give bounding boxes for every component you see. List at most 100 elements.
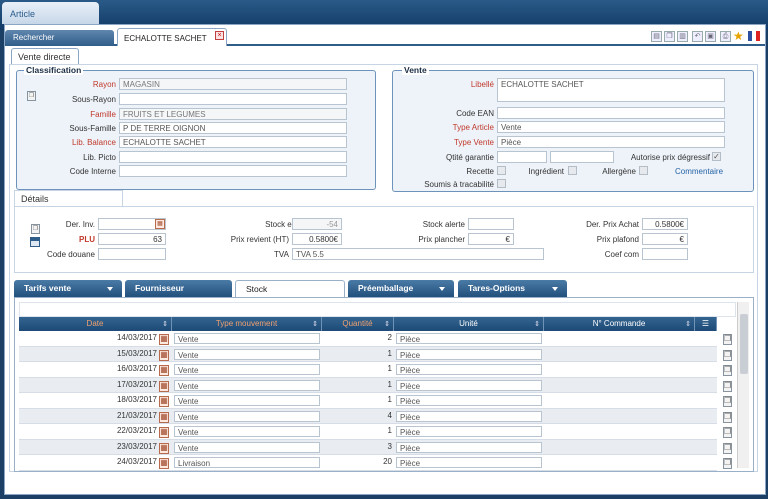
tab-stock[interactable]: Stock — [235, 280, 345, 297]
tab-details[interactable]: Détails — [14, 190, 123, 207]
row-type[interactable]: Vente — [174, 410, 320, 422]
type-article-field[interactable]: Vente — [497, 121, 725, 133]
tab-tares-options[interactable]: Tares-Options — [458, 280, 567, 297]
tab-search[interactable]: Rechercher — [5, 30, 114, 46]
row-type[interactable]: Vente — [174, 348, 320, 360]
sort-icon[interactable]: ⇕ — [312, 321, 318, 328]
libelle-field[interactable]: ECHALOTTE SACHET — [497, 78, 725, 102]
tab-tarifs-vente[interactable]: Tarifs vente — [14, 280, 122, 297]
calendar-icon[interactable]: ▦ — [159, 380, 169, 392]
row-unite[interactable]: Pièce — [396, 379, 542, 391]
prix-plancher-field[interactable]: € — [468, 233, 514, 245]
close-icon[interactable]: × — [215, 31, 224, 40]
row-unite[interactable]: Pièce — [396, 333, 542, 344]
row-type[interactable]: Vente — [174, 395, 320, 406]
lib-picto-field[interactable] — [119, 151, 347, 163]
sort-icon[interactable]: ⇕ — [162, 321, 168, 328]
col-header-quantite[interactable]: Quantité ⇕ — [322, 317, 394, 331]
table-row[interactable]: 24/03/2017 ▦ Livraison 20 Pièce ❐ — [19, 455, 732, 471]
print-icon[interactable]: ⎙ — [720, 31, 731, 42]
calendar-icon[interactable]: ▦ — [159, 334, 169, 345]
sort-icon[interactable]: ⇕ — [384, 321, 390, 328]
row-unite[interactable]: Pièce — [396, 364, 542, 375]
tab-preemballage[interactable]: Préemballage — [348, 280, 454, 297]
row-unite[interactable]: Pièce — [396, 441, 542, 453]
type-vente-field[interactable]: Pièce — [497, 136, 725, 148]
der-inv-field[interactable] — [98, 218, 166, 230]
row-type[interactable]: Vente — [174, 426, 320, 437]
allergene-checkbox[interactable] — [639, 166, 648, 175]
row-type[interactable]: Livraison — [174, 457, 320, 468]
col-header-unite[interactable]: Unité ⇕ — [394, 317, 544, 331]
copy-icon[interactable]: ❐ — [723, 365, 732, 376]
prix-plafond-field[interactable]: € — [642, 233, 688, 245]
copy-icon[interactable]: ❐ — [723, 427, 732, 438]
save-icon[interactable]: ▣ — [705, 31, 716, 42]
row-type[interactable]: Vente — [174, 441, 320, 453]
undo-icon[interactable]: ↶ — [692, 31, 703, 42]
copy-icon[interactable]: ❐ — [723, 380, 732, 392]
rayon-field[interactable]: MAGASIN — [119, 78, 347, 90]
sous-rayon-field[interactable] — [119, 93, 347, 105]
calculator-icon[interactable] — [30, 237, 40, 247]
copy-icon[interactable]: ❐ — [723, 458, 732, 469]
ingredient-checkbox[interactable] — [568, 166, 577, 175]
recette-checkbox[interactable] — [497, 166, 506, 175]
table-row[interactable]: 15/03/2017 ▦ Vente 1 Pièce ❐ — [19, 346, 732, 362]
row-unite[interactable]: Pièce — [396, 395, 542, 406]
code-douane-field[interactable] — [98, 248, 166, 260]
paste-icon[interactable]: ▥ — [677, 31, 688, 42]
copy-icon[interactable]: ❐ — [723, 411, 732, 423]
copy-icon[interactable]: ❐ — [723, 442, 732, 454]
table-row[interactable]: 16/03/2017 ▦ Vente 1 Pièce ❐ — [19, 362, 732, 378]
copy-icon[interactable]: ❐ — [723, 396, 732, 407]
famille-field[interactable]: FRUITS ET LEGUMES — [119, 108, 347, 120]
table-row[interactable]: 22/03/2017 ▦ Vente 1 Pièce ❐ — [19, 424, 732, 440]
autorise-checkbox[interactable]: ✓ — [712, 152, 721, 161]
calendar-icon[interactable]: ▦ — [159, 349, 169, 361]
coef-com-field[interactable] — [642, 248, 688, 260]
calendar-icon[interactable]: ▦ — [159, 411, 169, 423]
copy-icon[interactable]: ❐ — [27, 91, 36, 101]
calendar-icon[interactable]: ▦ — [159, 365, 169, 376]
scroll-thumb[interactable] — [740, 314, 748, 374]
sort-icon[interactable]: ⇕ — [534, 321, 540, 328]
calendar-icon[interactable]: ▦ — [155, 219, 165, 229]
table-row[interactable]: 14/03/2017 ▦ Vente 2 Pièce ❐ — [19, 331, 732, 347]
row-unite[interactable]: Pièce — [396, 426, 542, 437]
table-row[interactable]: 23/03/2017 ▦ Vente 3 Pièce ❐ — [19, 439, 732, 455]
copy-icon[interactable]: ❐ — [723, 349, 732, 361]
copy-icon[interactable]: ❐ — [723, 334, 732, 345]
sous-famille-field[interactable]: P DE TERRE OIGNON — [119, 122, 347, 134]
qtite-garantie-field[interactable] — [497, 151, 547, 163]
tab-fournisseur[interactable]: Fournisseur — [125, 280, 232, 297]
code-interne-field[interactable] — [119, 165, 347, 177]
code-ean-field[interactable] — [497, 107, 725, 119]
row-unite[interactable]: Pièce — [396, 348, 542, 360]
row-unite[interactable]: Pièce — [396, 410, 542, 422]
col-header-type[interactable]: Type mouvement ⇕ — [172, 317, 322, 331]
tva-field[interactable]: TVA 5.5 — [292, 248, 544, 260]
table-row[interactable]: 18/03/2017 ▦ Vente 1 Pièce ❐ — [19, 393, 732, 409]
calendar-icon[interactable]: ▦ — [159, 442, 169, 454]
table-row[interactable]: 17/03/2017 ▦ Vente 1 Pièce ❐ — [19, 377, 732, 393]
calendar-icon[interactable]: ▦ — [159, 396, 169, 407]
tab-document[interactable]: ECHALOTTE SACHET — [117, 28, 227, 46]
commentaire-link[interactable]: Commentaire — [675, 167, 724, 176]
row-type[interactable]: Vente — [174, 333, 320, 344]
col-header-date[interactable]: Date ⇕ — [19, 317, 172, 331]
document-icon[interactable]: ▤ — [651, 31, 662, 42]
list-icon[interactable]: ☰ — [701, 319, 710, 328]
row-unite[interactable]: Pièce — [396, 457, 542, 468]
col-header-commande[interactable]: N° Commande ⇕ — [544, 317, 695, 331]
table-row[interactable]: 21/03/2017 ▦ Vente 4 Pièce ❐ — [19, 408, 732, 424]
row-type[interactable]: Vente — [174, 364, 320, 375]
prix-revient-field[interactable]: 0.5800€ — [292, 233, 342, 245]
copy-icon[interactable]: ❐ — [31, 224, 40, 234]
tracabilite-checkbox[interactable] — [497, 179, 506, 188]
tab-vente-directe[interactable]: Vente directe — [11, 48, 79, 65]
sort-icon[interactable]: ⇕ — [685, 321, 691, 328]
row-type[interactable]: Vente — [174, 379, 320, 391]
plu-field[interactable]: 63 — [98, 233, 166, 245]
col-header-menu[interactable]: ☰ — [695, 317, 717, 331]
